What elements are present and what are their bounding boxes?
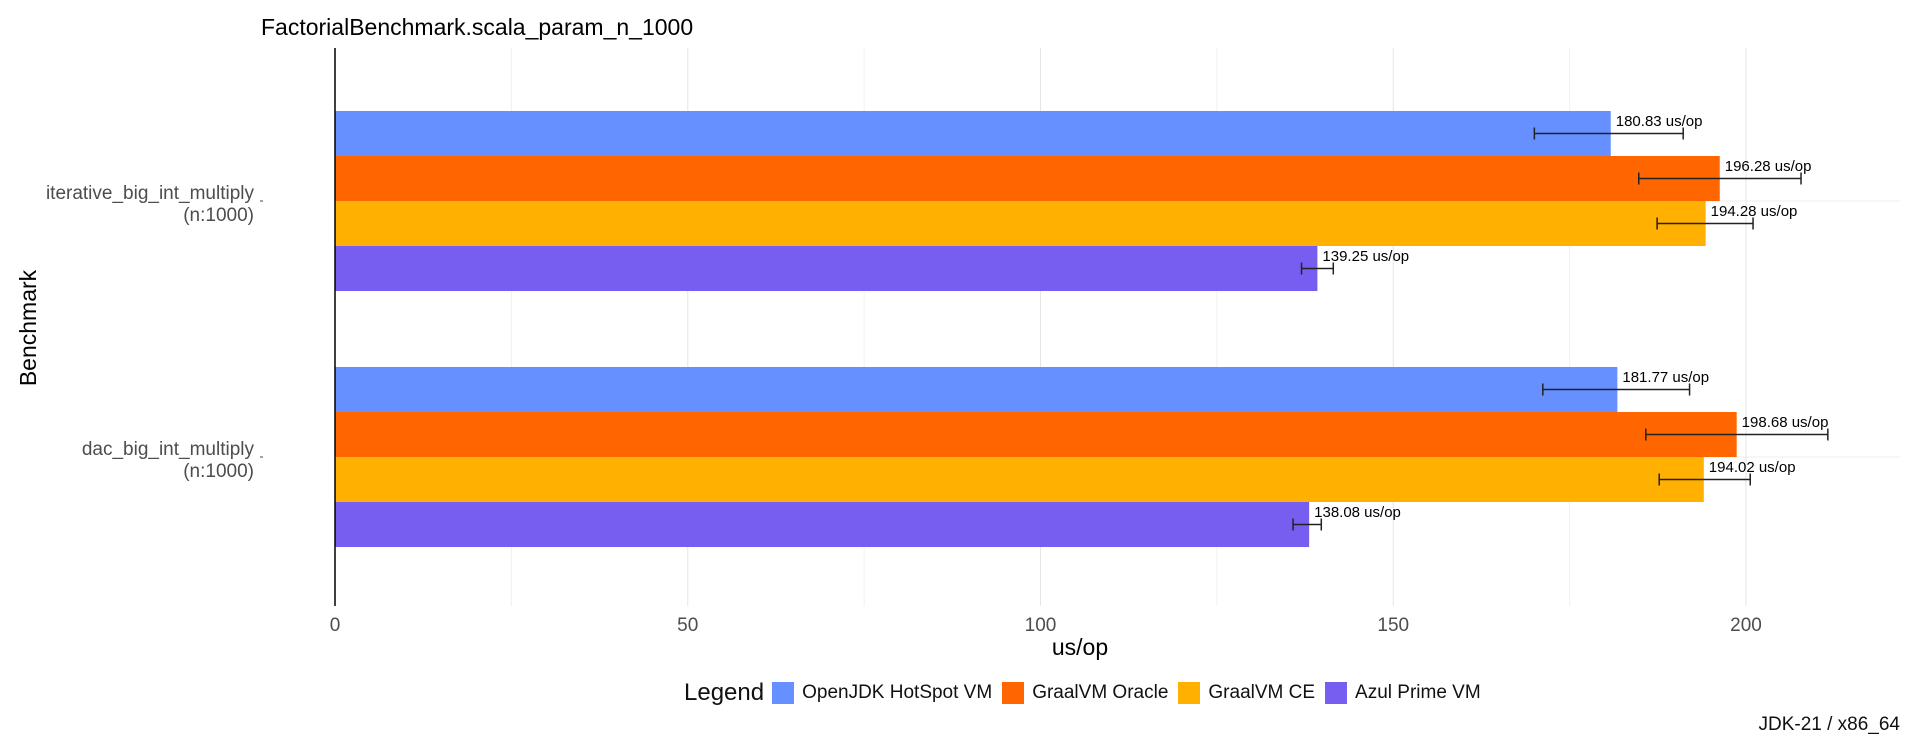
bars: 180.83 us/op 196.28 us/op 194.28 us/op 139.… [335,111,1829,547]
bar [335,457,1704,502]
error-bar [1656,217,1754,230]
legend-swatch [772,682,795,704]
data-label: 138.08 us/op [1314,504,1401,521]
legend-title: Legend [684,679,765,706]
legend-item-openjdk: OpenJDK HotSpot VM [772,682,992,704]
error-bar [1533,127,1684,140]
legend-item-graalvm-ce: GraalVM CE [1178,682,1315,704]
y-axis: iterative_big_int_multiply(n:1000)dac_bi… [46,48,336,606]
legend-item-graalvm-oracle: GraalVM Oracle [1002,682,1168,704]
data-label: 181.77 us/op [1622,369,1709,386]
bar [335,246,1318,291]
bar [335,502,1310,547]
error-bar [1638,172,1802,185]
x-tick-label: 150 [1377,615,1409,636]
legend-label: OpenJDK HotSpot VM [802,682,993,703]
bar [335,367,1618,412]
legend-swatch [1325,682,1348,704]
data-label: 198.68 us/op [1742,414,1829,431]
x-tick-label: 0 [330,615,341,636]
legend-swatch [1178,682,1201,704]
x-axis-title: us/op [1052,634,1108,660]
data-label: 194.02 us/op [1709,459,1796,476]
x-tick-label: 100 [1025,615,1057,636]
data-label: 180.83 us/op [1616,113,1703,130]
y-axis-title: Benchmark [15,269,41,386]
legend: Legend OpenJDK HotSpot VM GraalVM Oracle… [684,679,1491,706]
legend-item-azul-prime: Azul Prime VM [1325,682,1481,704]
x-tick-label: 200 [1730,615,1762,636]
data-label: 194.28 us/op [1711,203,1798,220]
y-tick-label: (n:1000) [183,461,254,482]
chart-title: FactorialBenchmark.scala_param_n_1000 [261,14,693,40]
error-bar [1658,473,1751,486]
data-label: 196.28 us/op [1725,158,1812,175]
bar [335,412,1737,457]
error-bar [1542,383,1691,396]
error-bar [1645,428,1829,441]
y-tick-label: (n:1000) [183,205,254,226]
legend-swatch [1002,682,1025,704]
legend-label: Azul Prime VM [1355,682,1481,703]
x-tick-label: 50 [677,615,698,636]
legend-label: GraalVM CE [1208,682,1316,703]
x-axis: 0 50 100 150 200 [330,615,1762,636]
error-bar [1292,518,1323,531]
caption: JDK-21 / x86_64 [1758,714,1900,735]
error-bar [1300,262,1335,275]
legend-label: GraalVM Oracle [1032,682,1169,703]
bar [335,156,1720,201]
data-label: 139.25 us/op [1322,248,1409,265]
bar [335,111,1611,156]
y-tick-label: dac_big_int_multiply [82,439,255,460]
y-tick-label: iterative_big_int_multiply [46,183,255,204]
bar [335,201,1706,246]
